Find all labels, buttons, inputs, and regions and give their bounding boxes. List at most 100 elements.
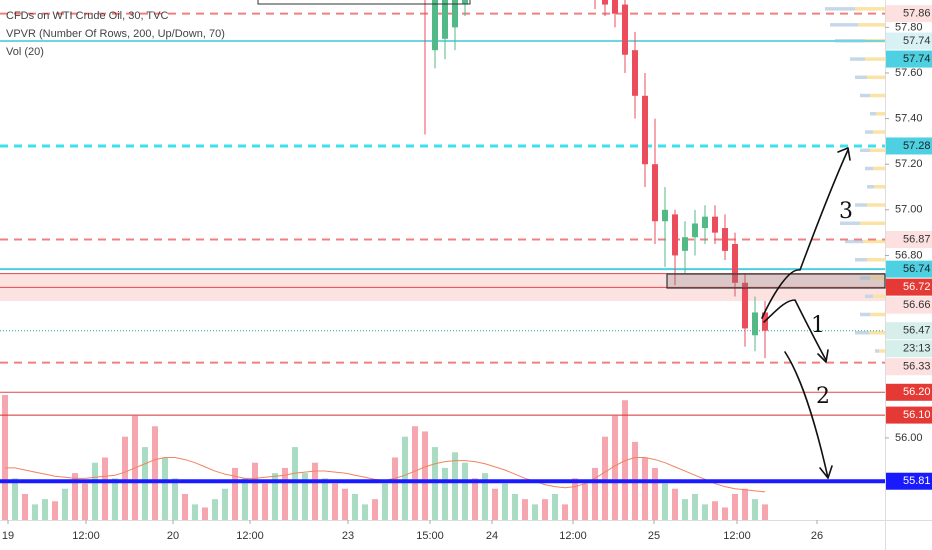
vpvr-down xyxy=(870,148,885,153)
volume-bar xyxy=(442,467,448,520)
volume-bar xyxy=(472,478,478,520)
volume-bar xyxy=(722,507,728,520)
price-label-box xyxy=(886,340,932,358)
vpvr-up xyxy=(825,7,855,11)
vpvr-up xyxy=(865,166,873,171)
vpvr-down xyxy=(867,203,885,207)
price-label: 56.10 xyxy=(903,409,931,421)
hand-drawing xyxy=(761,147,851,479)
volume-bar xyxy=(452,452,458,520)
candle-body xyxy=(462,0,468,5)
volume-bar xyxy=(142,447,148,520)
x-tick-label: 12:00 xyxy=(72,530,100,542)
volume-bar xyxy=(292,447,298,520)
price-label-box xyxy=(886,383,932,401)
volume-bar xyxy=(652,467,658,520)
candle-body xyxy=(432,0,438,51)
volume-bar xyxy=(592,467,598,520)
price-label-box xyxy=(886,5,932,23)
arrow xyxy=(784,351,829,479)
vpvr-up xyxy=(850,57,865,61)
vpvr-down xyxy=(873,166,885,171)
price-label: 56.66 xyxy=(903,299,931,311)
volume-bar xyxy=(532,504,538,520)
volume-bar xyxy=(402,436,408,520)
vpvr-up xyxy=(865,130,873,134)
price-label-box xyxy=(886,50,932,68)
volume-bar xyxy=(12,478,18,520)
annotation-text: 3 xyxy=(839,199,853,224)
x-tick-label: 26 xyxy=(811,530,823,542)
vpvr-down xyxy=(860,221,885,226)
price-label: 56.87 xyxy=(903,233,931,245)
volume-bar xyxy=(332,483,338,520)
volume-bar xyxy=(612,415,618,520)
candle-body xyxy=(642,95,648,165)
candle-body xyxy=(652,164,658,222)
volume-bar xyxy=(342,488,348,520)
volume-bar xyxy=(22,493,28,520)
x-tick-label: 24 xyxy=(486,530,498,542)
annotation-box xyxy=(666,273,886,289)
volume-bar xyxy=(562,504,568,520)
price-label: 57.74 xyxy=(903,35,931,47)
vpvr-up xyxy=(860,312,870,317)
candle-body xyxy=(442,0,448,39)
volume-bar xyxy=(542,499,548,520)
vpvr-up xyxy=(845,239,863,244)
volume-bar xyxy=(372,499,378,520)
vpvr-down xyxy=(876,112,885,116)
vpvr-down xyxy=(874,185,885,189)
volume-bar xyxy=(32,504,38,520)
arrow xyxy=(763,299,827,361)
vpvr-up xyxy=(855,203,867,207)
legend-text: VPVR (Number Of Rows, 200, Up/Down, 70) xyxy=(6,28,225,40)
volume-bar xyxy=(482,473,488,520)
volume-bar xyxy=(412,426,418,520)
volume-bar xyxy=(422,431,428,520)
volume-bar xyxy=(762,504,768,520)
volume-bar xyxy=(672,488,678,520)
volume-bar xyxy=(432,447,438,520)
legend: CFDs on WTI Crude Oil, 30, TVC VPVR (Num… xyxy=(6,10,225,58)
candle-body xyxy=(622,4,628,55)
candle-body xyxy=(752,312,758,336)
x-tick-label: 12:00 xyxy=(236,530,264,542)
x-tick-label: 19 xyxy=(2,530,14,542)
volume-bar xyxy=(522,499,528,520)
y-tick-label: 57.40 xyxy=(895,113,923,125)
volume-bar xyxy=(82,483,88,520)
y-tick-label: 57.60 xyxy=(895,67,923,79)
arrowhead xyxy=(819,465,833,479)
candle-body xyxy=(742,282,748,329)
volume-bar xyxy=(602,436,608,520)
volume-bar xyxy=(272,473,278,520)
volume-bar xyxy=(392,457,398,520)
price-label: 57.86 xyxy=(903,8,931,20)
arrowhead xyxy=(817,349,829,363)
arrow xyxy=(761,149,849,319)
price-label-box xyxy=(886,472,932,490)
x-tick-label: 12:00 xyxy=(723,530,751,542)
candle-body xyxy=(672,214,678,256)
volume-bar xyxy=(382,483,388,520)
volume-bar xyxy=(582,483,588,520)
volume-bar xyxy=(322,478,328,520)
y-tick-label: 57.20 xyxy=(895,158,923,170)
vpvr-up xyxy=(875,349,879,353)
volume-bar xyxy=(732,493,738,520)
volume-bar xyxy=(112,478,118,520)
vpvr-down xyxy=(870,276,885,280)
vpvr-down xyxy=(855,7,885,11)
vpvr-up xyxy=(860,276,870,280)
volume-bar xyxy=(42,499,48,520)
volume-bar xyxy=(72,473,78,520)
volume-bar xyxy=(2,395,8,520)
vpvr-up xyxy=(870,112,876,116)
legend-text: CFDs on WTI Crude Oil, 30, TVC xyxy=(6,10,168,22)
volume-bar xyxy=(252,462,258,520)
volume-bar xyxy=(352,493,358,520)
price-label: 56.47 xyxy=(903,325,931,337)
volume-bar xyxy=(312,462,318,520)
vpvr-up xyxy=(867,185,874,189)
